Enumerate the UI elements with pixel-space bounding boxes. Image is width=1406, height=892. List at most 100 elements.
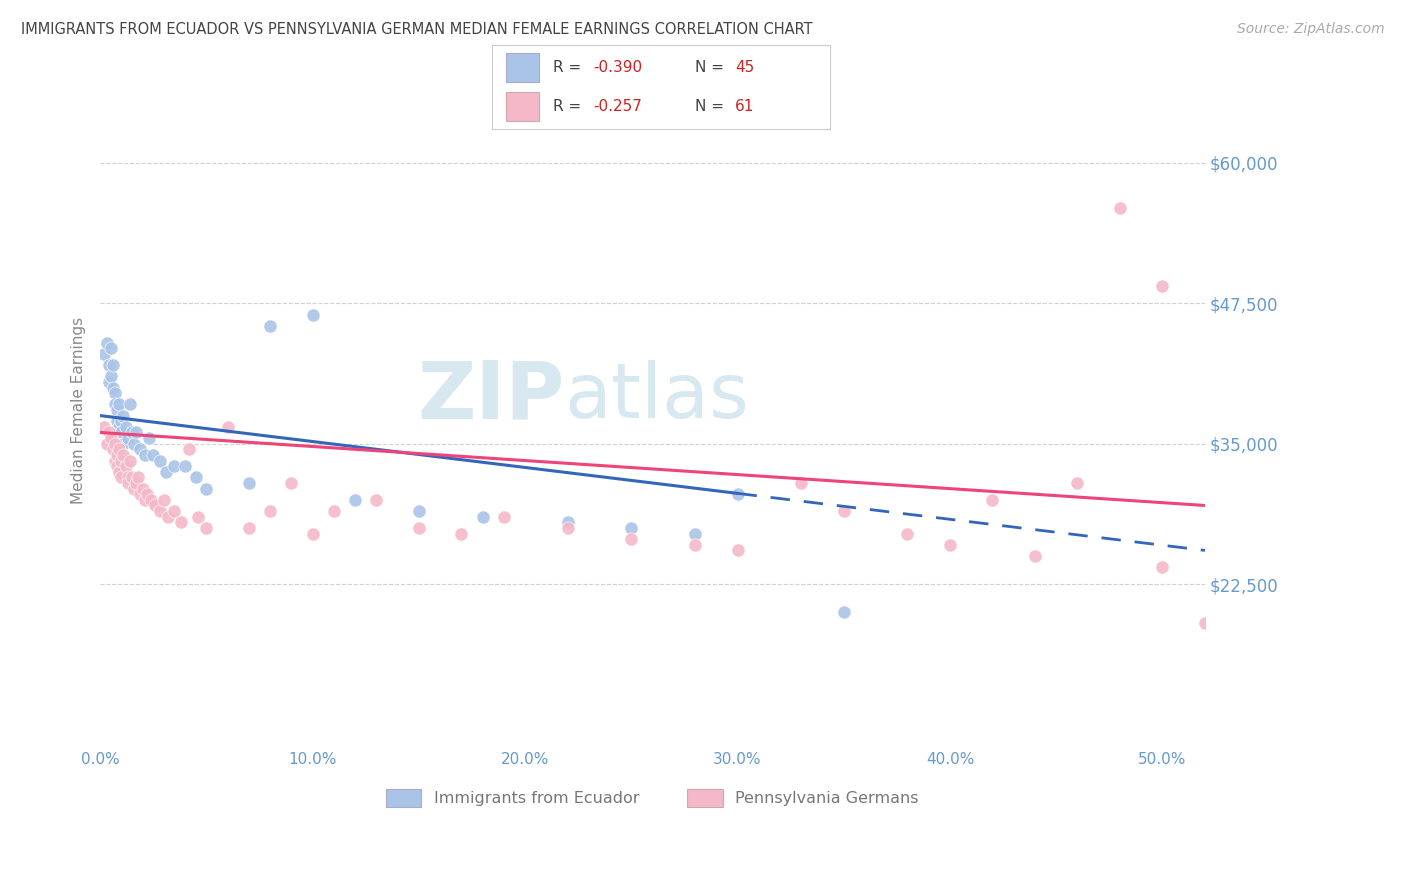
Point xyxy=(118,453,141,467)
Point xyxy=(1066,475,1088,490)
Point xyxy=(832,605,855,619)
Point xyxy=(492,509,515,524)
Text: IMMIGRANTS FROM ECUADOR VS PENNSYLVANIA GERMAN MEDIAN FEMALE EARNINGS CORRELATIO: IMMIGRANTS FROM ECUADOR VS PENNSYLVANIA … xyxy=(21,22,813,37)
Point xyxy=(100,431,122,445)
Point xyxy=(981,492,1004,507)
Point xyxy=(139,492,162,507)
Point xyxy=(105,403,128,417)
Point xyxy=(832,504,855,518)
Point xyxy=(408,521,430,535)
Point xyxy=(322,504,344,518)
Point xyxy=(117,431,139,445)
Text: -0.257: -0.257 xyxy=(593,99,643,114)
Point xyxy=(125,475,148,490)
Y-axis label: Median Female Earnings: Median Female Earnings xyxy=(72,317,86,504)
Text: N =: N = xyxy=(695,99,728,114)
Point xyxy=(131,482,153,496)
Point xyxy=(170,516,193,530)
Point xyxy=(110,414,132,428)
Point xyxy=(259,318,281,333)
Point xyxy=(117,475,139,490)
Point xyxy=(114,420,136,434)
Point xyxy=(118,397,141,411)
Point xyxy=(149,504,172,518)
Point xyxy=(683,538,706,552)
Point xyxy=(97,425,120,440)
Point xyxy=(101,380,124,394)
Point xyxy=(127,470,149,484)
Point xyxy=(104,397,127,411)
Point xyxy=(195,482,218,496)
Point xyxy=(301,308,323,322)
Point xyxy=(301,526,323,541)
Point xyxy=(101,358,124,372)
Point xyxy=(108,442,131,457)
Point xyxy=(557,521,579,535)
Point xyxy=(238,475,260,490)
Point xyxy=(259,504,281,518)
Point xyxy=(174,459,197,474)
Text: 61: 61 xyxy=(735,99,755,114)
Point xyxy=(138,431,160,445)
Text: -0.390: -0.390 xyxy=(593,60,643,75)
Point xyxy=(105,448,128,462)
Point xyxy=(727,487,749,501)
Point xyxy=(149,453,172,467)
Text: R =: R = xyxy=(553,99,586,114)
Text: Source: ZipAtlas.com: Source: ZipAtlas.com xyxy=(1237,22,1385,37)
Point xyxy=(100,369,122,384)
Text: ZIP: ZIP xyxy=(418,358,564,435)
Point xyxy=(1194,616,1216,631)
Point xyxy=(145,499,167,513)
Point xyxy=(896,526,918,541)
Point xyxy=(280,475,302,490)
Point xyxy=(155,465,177,479)
FancyBboxPatch shape xyxy=(506,54,540,82)
Point xyxy=(97,375,120,389)
Point xyxy=(344,492,367,507)
Point xyxy=(727,543,749,558)
Point xyxy=(217,420,239,434)
Point xyxy=(366,492,388,507)
Point xyxy=(471,509,494,524)
Point xyxy=(157,509,180,524)
Point xyxy=(195,521,218,535)
Point xyxy=(408,504,430,518)
Point xyxy=(1109,201,1132,215)
Point xyxy=(105,459,128,474)
Point xyxy=(93,420,115,434)
Point xyxy=(104,453,127,467)
Text: 45: 45 xyxy=(735,60,754,75)
Point xyxy=(100,341,122,355)
Point xyxy=(117,470,139,484)
Point xyxy=(238,521,260,535)
Point xyxy=(96,436,118,450)
Point xyxy=(129,487,152,501)
Point xyxy=(939,538,962,552)
Point xyxy=(1152,560,1174,574)
Point xyxy=(114,459,136,474)
Point xyxy=(683,526,706,541)
Point xyxy=(104,436,127,450)
Point xyxy=(134,492,156,507)
Point xyxy=(163,504,186,518)
Point xyxy=(179,442,201,457)
Point xyxy=(620,521,643,535)
Point xyxy=(125,425,148,440)
Point xyxy=(97,358,120,372)
Point xyxy=(110,425,132,440)
Point xyxy=(112,448,135,462)
Text: R =: R = xyxy=(553,60,586,75)
Legend: Immigrants from Ecuador, Pennsylvania Germans: Immigrants from Ecuador, Pennsylvania Ge… xyxy=(380,783,925,814)
Point xyxy=(790,475,813,490)
Point xyxy=(104,386,127,401)
Point xyxy=(108,465,131,479)
Point xyxy=(153,492,176,507)
Point xyxy=(108,420,131,434)
Point xyxy=(110,470,132,484)
Point xyxy=(110,453,132,467)
Text: atlas: atlas xyxy=(564,359,749,434)
FancyBboxPatch shape xyxy=(506,92,540,120)
Point xyxy=(96,335,118,350)
Point xyxy=(135,487,157,501)
